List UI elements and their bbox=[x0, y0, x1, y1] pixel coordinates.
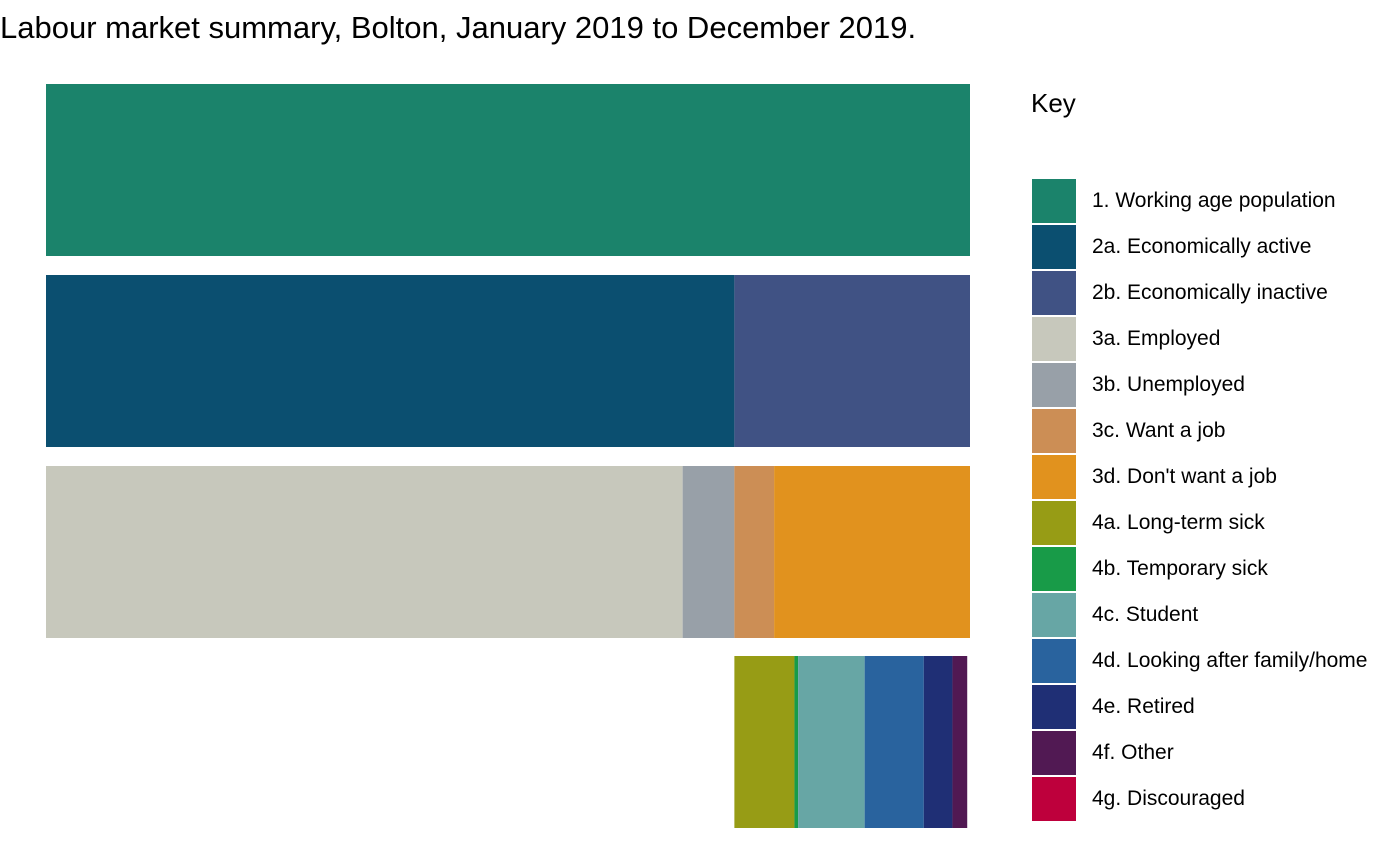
legend-label: 3c. Want a job bbox=[1092, 419, 1226, 442]
legend-label: 3a. Employed bbox=[1092, 327, 1221, 350]
legend-label: 1. Working age population bbox=[1092, 189, 1336, 212]
legend-swatch bbox=[1032, 593, 1076, 637]
bar-segment-row2-1 bbox=[46, 275, 735, 447]
legend-swatch bbox=[1032, 455, 1076, 499]
legend-label: 4g. Discouraged bbox=[1092, 787, 1245, 810]
legend-swatch bbox=[1032, 225, 1076, 269]
bar-segment-row3-1 bbox=[46, 466, 683, 638]
legend-label: 4d. Looking after family/home bbox=[1092, 649, 1368, 672]
bar-segment-row4-6 bbox=[952, 656, 968, 828]
bar-segment-row4-3 bbox=[798, 656, 865, 828]
bar-segment-row4-4 bbox=[864, 656, 924, 828]
legend-swatch bbox=[1032, 501, 1076, 545]
bar-segment-row4-1 bbox=[734, 656, 795, 828]
legend-swatch bbox=[1032, 271, 1076, 315]
legend-swatch bbox=[1032, 409, 1076, 453]
legend-swatch bbox=[1032, 179, 1076, 223]
legend-swatch bbox=[1032, 317, 1076, 361]
legend-swatch bbox=[1032, 547, 1076, 591]
legend-label: 4b. Temporary sick bbox=[1092, 557, 1268, 580]
chart-title: Labour market summary, Bolton, January 2… bbox=[0, 10, 917, 45]
bar-segment-row4-5 bbox=[923, 656, 953, 828]
bar-segment-row2-2 bbox=[734, 275, 970, 447]
legend-label: 3d. Don't want a job bbox=[1092, 465, 1277, 488]
legend-swatch bbox=[1032, 363, 1076, 407]
legend-label: 4c. Student bbox=[1092, 603, 1199, 626]
legend-label: 2b. Economically inactive bbox=[1092, 281, 1328, 304]
bar-segment-row3-3 bbox=[734, 466, 775, 638]
bar-segment-row3-4 bbox=[774, 466, 970, 638]
legend-swatch bbox=[1032, 777, 1076, 821]
legend-title: Key bbox=[1031, 88, 1076, 118]
bar-segment-row1-1 bbox=[46, 84, 970, 256]
legend-label: 3b. Unemployed bbox=[1092, 373, 1245, 396]
legend-swatch bbox=[1032, 639, 1076, 683]
legend-label: 4e. Retired bbox=[1092, 695, 1195, 718]
bar-segment-row4-2 bbox=[794, 656, 799, 828]
legend-swatch bbox=[1032, 731, 1076, 775]
legend-swatch bbox=[1032, 685, 1076, 729]
legend-label: 2a. Economically active bbox=[1092, 235, 1312, 258]
bar-segment-row3-2 bbox=[682, 466, 735, 638]
legend-label: 4f. Other bbox=[1092, 741, 1174, 764]
legend-label: 4a. Long-term sick bbox=[1092, 511, 1265, 534]
chart-plot-area bbox=[46, 84, 970, 828]
